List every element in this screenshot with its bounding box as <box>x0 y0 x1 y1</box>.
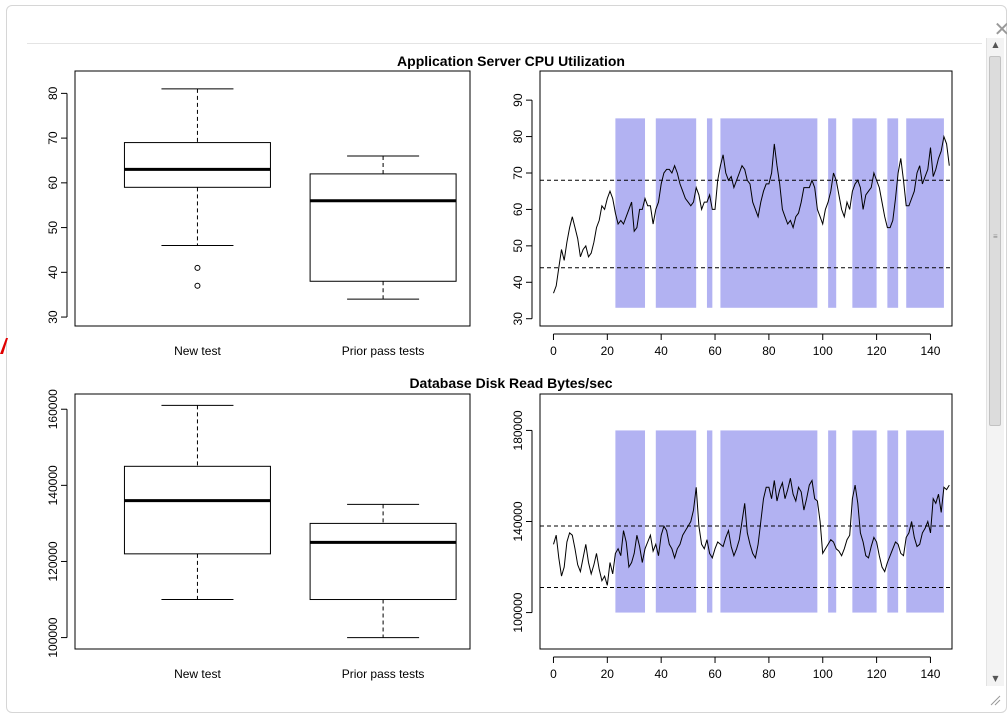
x-tick-label: 20 <box>601 344 615 358</box>
x-tick-label: 40 <box>654 344 668 358</box>
outlier-point <box>194 264 201 271</box>
scroll-up-icon[interactable]: ▲ <box>992 40 999 49</box>
shaded-region <box>852 118 877 308</box>
x-tick-label: 80 <box>762 667 776 681</box>
shaded-region <box>906 430 944 613</box>
x-tick-label: 140 <box>920 667 940 681</box>
plot-frame <box>74 70 471 327</box>
y-tick-label: 100000 <box>46 617 60 657</box>
shaded-region <box>852 430 877 613</box>
section-title: Database Disk Read Bytes/sec <box>409 375 612 391</box>
r-plot-figure: Application Server CPU Utilization Databa… <box>46 53 953 681</box>
shaded-region <box>655 118 697 308</box>
x-tick-label: 120 <box>867 344 887 358</box>
plot-frame <box>539 70 953 327</box>
x-tick-label: 100 <box>813 344 833 358</box>
outlier-point <box>194 282 201 289</box>
resize-grip-icon[interactable] <box>989 694 1001 706</box>
category-label: Prior pass tests <box>342 667 425 681</box>
y-tick-label: 80 <box>46 86 60 100</box>
shaded-region <box>887 118 899 308</box>
shaded-region <box>828 430 837 613</box>
shaded-region <box>655 430 697 613</box>
shaded-region <box>706 430 713 613</box>
x-tick-label: 0 <box>550 667 557 681</box>
y-tick-label: 80 <box>511 130 525 144</box>
box <box>123 465 271 555</box>
category-label: New test <box>174 344 221 358</box>
x-tick-label: 40 <box>654 667 668 681</box>
shaded-region <box>906 118 944 308</box>
y-tick-label: 180000 <box>511 410 525 450</box>
series-line <box>553 134 950 294</box>
y-tick-label: 60 <box>46 176 60 190</box>
section-title: Application Server CPU Utilization <box>397 53 625 69</box>
box <box>309 522 457 601</box>
y-tick-label: 50 <box>511 239 525 253</box>
x-tick-label: 60 <box>708 667 722 681</box>
x-tick-label: 140 <box>920 344 940 358</box>
y-tick-label: 90 <box>511 93 525 107</box>
y-tick-label: 70 <box>511 166 525 180</box>
close-icon[interactable]: ✕ <box>993 17 1007 41</box>
plot-dialog: ✕ <box>6 5 1007 713</box>
y-tick-label: 50 <box>46 221 60 235</box>
scroll-down-icon[interactable]: ▼ <box>992 674 999 683</box>
shaded-region <box>615 118 646 308</box>
series-line <box>553 478 950 586</box>
y-tick-label: 140000 <box>46 465 60 505</box>
x-tick-label: 60 <box>708 344 722 358</box>
x-tick-label: 20 <box>601 667 615 681</box>
x-tick-label: 80 <box>762 344 776 358</box>
x-tick-label: 120 <box>867 667 887 681</box>
scrollbar-thumb[interactable]: ≡ <box>989 56 1001 426</box>
shaded-region <box>720 118 818 308</box>
category-label: Prior pass tests <box>342 344 425 358</box>
y-tick-label: 100000 <box>511 592 525 632</box>
y-tick-label: 40 <box>46 265 60 279</box>
shaded-region <box>828 118 837 308</box>
box <box>123 142 271 188</box>
plot-frame <box>74 393 471 650</box>
grip-icon: ≡ <box>993 232 998 241</box>
x-tick-label: 100 <box>813 667 833 681</box>
y-tick-label: 70 <box>46 131 60 145</box>
y-tick-label: 30 <box>46 310 60 324</box>
x-tick-label: 0 <box>550 344 557 358</box>
shaded-region <box>706 118 713 308</box>
header-divider <box>27 43 982 44</box>
pointer-marker <box>0 338 8 354</box>
shaded-region <box>887 430 899 613</box>
box <box>309 173 457 282</box>
y-tick-label: 120000 <box>46 541 60 581</box>
shaded-region <box>615 430 646 613</box>
plot-canvas: Application Server CPU Utilization Databa… <box>20 44 976 708</box>
plot-frame <box>539 393 953 650</box>
y-tick-label: 30 <box>511 312 525 326</box>
shaded-region <box>720 430 818 613</box>
y-tick-label: 40 <box>511 275 525 289</box>
vertical-scrollbar[interactable]: ▲ ≡ ▼ <box>986 38 1004 686</box>
y-tick-label: 140000 <box>511 501 525 541</box>
y-tick-label: 160000 <box>46 389 60 429</box>
y-tick-label: 60 <box>511 202 525 216</box>
category-label: New test <box>174 667 221 681</box>
